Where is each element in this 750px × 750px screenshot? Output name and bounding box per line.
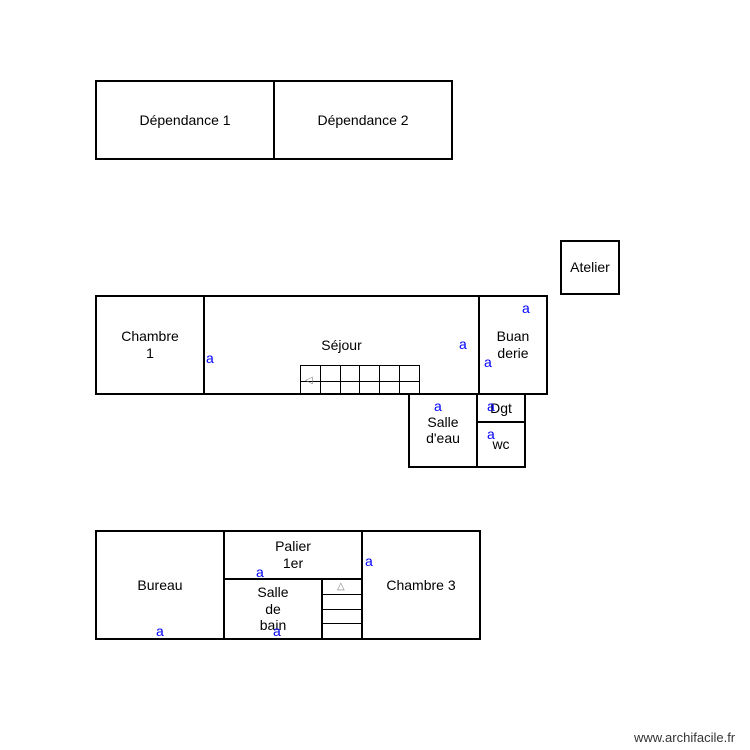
room-label-atelier: Atelier [560, 259, 620, 276]
room-label-bureau: Bureau [95, 577, 225, 594]
door-marker: a [273, 623, 281, 639]
footer-watermark: www.archifacile.fr [634, 730, 735, 745]
stairs-main-arrow-icon: ◁ [305, 376, 313, 386]
door-marker: a [256, 564, 264, 580]
door-marker: a [206, 350, 214, 366]
door-marker: a [487, 398, 495, 414]
room-label-dependance1: Dépendance 1 [95, 112, 275, 129]
room-label-chambre3: Chambre 3 [361, 577, 481, 594]
room-label-salle_deau: Salle d'eau [408, 414, 478, 448]
room-label-palier: Palier 1er [223, 538, 363, 572]
door-marker: a [487, 426, 495, 442]
room-label-dgt: Dgt [476, 400, 526, 417]
room-label-wc: wc [476, 436, 526, 453]
stairs-small-arrow-icon: △ [337, 582, 345, 592]
room-label-sejour: Séjour [203, 337, 480, 354]
door-marker: a [459, 336, 467, 352]
door-marker: a [434, 398, 442, 414]
door-marker: a [156, 623, 164, 639]
stairs-main: ◁ [300, 365, 420, 395]
room-label-chambre1: Chambre 1 [95, 328, 205, 362]
room-label-dependance2: Dépendance 2 [273, 112, 453, 129]
stairs-small: △ [323, 580, 361, 638]
door-marker: a [484, 354, 492, 370]
door-marker: a [522, 300, 530, 316]
floorplan-canvas: Dépendance 1Dépendance 2 Atelier Chambre 1… [0, 0, 750, 750]
door-marker: a [365, 553, 373, 569]
